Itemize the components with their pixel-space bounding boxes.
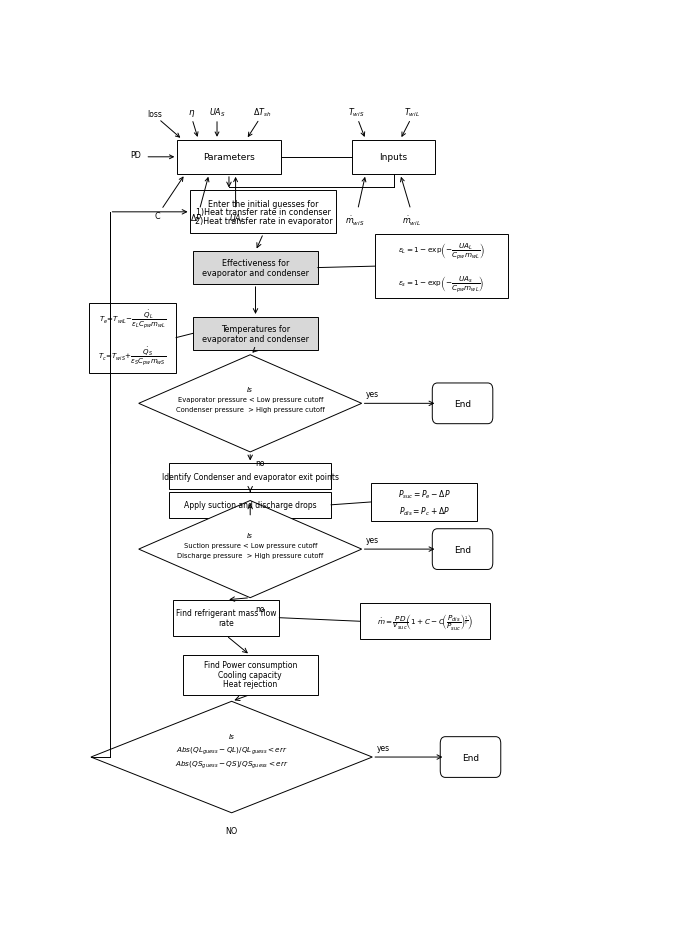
FancyBboxPatch shape [177,141,281,175]
Text: $Abs(QL_{guess}-QL)/QL_{guess}<err$: $Abs(QL_{guess}-QL)/QL_{guess}<err$ [176,744,288,756]
Text: Find refrigerant mass flow: Find refrigerant mass flow [176,608,277,617]
Text: Inputs: Inputs [379,153,408,162]
Text: $\eta$: $\eta$ [188,108,196,119]
Text: $\dot{m}=\dfrac{PD}{v_{suc}}\!\left(1+C-C\!\left(\dfrac{P_{dis}}{P_{suc}}\right): $\dot{m}=\dfrac{PD}{v_{suc}}\!\left(1+C-… [377,612,473,631]
Text: Discharge pressure  > High pressure cutoff: Discharge pressure > High pressure cutof… [177,552,323,558]
Text: rate: rate [219,618,234,628]
Polygon shape [91,702,373,813]
FancyBboxPatch shape [440,737,501,778]
Text: $\varepsilon_s=1-\exp\!\left(-\dfrac{UA_s}{C_{pw}m_{wL}}\right)$: $\varepsilon_s=1-\exp\!\left(-\dfrac{UA_… [398,274,484,295]
Text: no: no [256,603,265,613]
Text: $Abs(QS_{guess}-QS)/QS_{guess}<err$: $Abs(QS_{guess}-QS)/QS_{guess}<err$ [175,758,288,770]
Text: Effectiveness for: Effectiveness for [222,259,289,268]
FancyBboxPatch shape [169,492,331,518]
Text: Find Power consumption: Find Power consumption [203,661,297,669]
FancyBboxPatch shape [193,252,318,285]
Polygon shape [138,355,362,452]
FancyBboxPatch shape [173,600,279,636]
Text: Is: Is [247,532,253,539]
Text: yes: yes [366,389,379,399]
Text: End: End [454,400,471,409]
Polygon shape [138,501,362,598]
Text: Is: Is [247,387,253,393]
Text: $T_{wiS}$: $T_{wiS}$ [349,106,365,119]
FancyBboxPatch shape [432,529,493,570]
Text: Condenser pressure  > High pressure cutoff: Condenser pressure > High pressure cutof… [176,407,325,413]
Text: $\Delta P$: $\Delta P$ [190,212,202,222]
Text: 1)Heat transfer rate in condenser: 1)Heat transfer rate in condenser [196,208,331,217]
Text: evaporator and condenser: evaporator and condenser [202,335,309,343]
FancyBboxPatch shape [182,655,318,694]
Text: $T_c\!=\!T_{wiS}\!+\!\dfrac{\dot{Q}_S}{\varepsilon_S C_{pw}m_{wS}}$: $T_c\!=\!T_{wiS}\!+\!\dfrac{\dot{Q}_S}{\… [98,346,166,368]
Text: $\dot{m}_{wiS}$: $\dot{m}_{wiS}$ [345,214,364,227]
Text: $UA_S$: $UA_S$ [209,106,225,119]
Text: $P_{suc}=P_e-\Delta P$: $P_{suc}=P_e-\Delta P$ [398,488,451,500]
FancyBboxPatch shape [193,318,318,350]
Text: loss: loss [147,109,162,119]
Text: Is: Is [229,733,234,739]
Text: NO: NO [225,826,238,835]
Text: End: End [462,753,479,762]
FancyBboxPatch shape [371,484,477,521]
Text: Cooling capacity: Cooling capacity [219,670,282,679]
Text: $T_{wiL}$: $T_{wiL}$ [404,106,420,119]
Text: Identify Condenser and evaporator exit points: Identify Condenser and evaporator exit p… [162,472,338,481]
Text: C: C [154,212,160,221]
FancyBboxPatch shape [169,464,331,489]
FancyBboxPatch shape [432,384,493,425]
Text: Temperatures for: Temperatures for [221,324,290,334]
Text: yes: yes [376,743,390,752]
Text: evaporator and condenser: evaporator and condenser [202,269,309,278]
Text: Heat rejection: Heat rejection [223,679,277,688]
Text: $UA_L$: $UA_L$ [229,212,245,224]
Text: $\dot{m}_{wiL}$: $\dot{m}_{wiL}$ [403,214,421,227]
Text: End: End [454,545,471,554]
Text: no: no [256,458,265,467]
FancyBboxPatch shape [352,141,435,175]
Text: $\varepsilon_L=1-\exp\!\left(-\dfrac{UA_L}{C_{pw}m_{wL}}\right)$: $\varepsilon_L=1-\exp\!\left(-\dfrac{UA_… [398,241,485,261]
FancyBboxPatch shape [375,235,508,299]
Text: $T_e\!=\!T_{wiL}\!-\!\dfrac{\dot{Q}_L}{\varepsilon_L C_{pw}m_{wL}}$: $T_e\!=\!T_{wiL}\!-\!\dfrac{\dot{Q}_L}{\… [99,309,166,331]
Text: Suction pressure < Low pressure cutoff: Suction pressure < Low pressure cutoff [184,542,317,548]
Text: yes: yes [366,536,379,544]
Text: Parameters: Parameters [203,153,255,162]
FancyBboxPatch shape [88,303,176,374]
Text: $\Delta T_{sh}$: $\Delta T_{sh}$ [253,106,271,119]
Text: PD: PD [130,151,141,160]
FancyBboxPatch shape [190,191,336,234]
Text: Apply suction and discharge drops: Apply suction and discharge drops [184,501,316,510]
Text: $P_{dis}=P_c+\Delta P$: $P_{dis}=P_c+\Delta P$ [399,504,450,517]
FancyBboxPatch shape [360,603,490,640]
Text: Enter the initial guesses for: Enter the initial guesses for [208,199,319,209]
Text: Evaporator pressure < Low pressure cutoff: Evaporator pressure < Low pressure cutof… [177,397,323,402]
Text: 2)Heat transfer rate in evaporator: 2)Heat transfer rate in evaporator [195,217,332,225]
